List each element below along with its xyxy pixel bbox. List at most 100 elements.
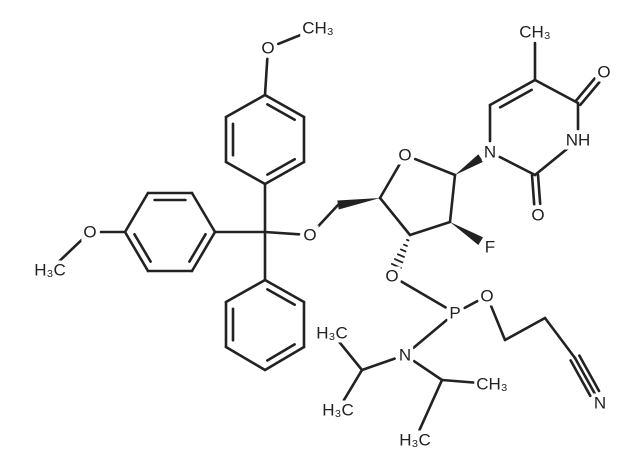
double-bond-inner [266,157,297,176]
atom-label: H₃C [316,324,347,343]
triple-bond [573,356,596,395]
bond [263,160,306,186]
double-bond-inner [265,343,296,362]
bond [488,78,537,107]
wedge-bond [455,154,484,175]
label-background [397,430,433,450]
atom-label: O [597,63,610,82]
label-background [482,237,498,257]
triple-bond [569,359,592,398]
bond [190,230,217,273]
bond [263,230,301,236]
atom-labels: O CH₃ O H₃C O O N NH O O CH₃ F O P O N H₃C H₃C CH₃ H₃C N [32,18,613,450]
hashed-bond [403,243,408,247]
bond [498,155,537,177]
double-bond [536,173,542,206]
bond [224,278,267,304]
double-bond-inner [133,232,152,263]
bond [337,340,364,372]
bond [413,157,457,177]
label-background [563,130,593,150]
atom-label: N [484,143,496,162]
label-background [396,145,414,165]
atom-label: O [83,223,96,242]
bond [408,220,452,237]
hashed-bond [396,253,405,258]
label-background [320,400,356,420]
label-background [595,62,613,82]
bond [224,93,267,119]
label-background [447,303,463,323]
bond [412,318,448,350]
bond [412,359,444,382]
bond [263,278,306,304]
bond [123,191,150,234]
bond [360,357,396,372]
label-background [529,205,547,225]
bond [503,316,547,342]
bond [263,345,306,372]
bond [448,173,457,224]
bond [489,304,507,342]
atom-label: N [399,346,411,365]
atom-label: H₃C [322,401,353,420]
double-bond [530,173,536,206]
label-background [383,266,401,286]
label-background [259,38,277,58]
atom-label: CH₃ [302,19,333,38]
label-background [478,286,496,306]
double-bond-inner [266,288,297,307]
wedge-bond [450,222,484,245]
bond [400,280,447,309]
bond [418,378,444,432]
bond [533,145,571,177]
atom-label: N [594,394,606,413]
atom-label: NH [566,131,591,150]
atom-label: CH₃ [519,23,550,42]
hashed-bond [400,248,407,253]
atom-label: P [449,304,460,323]
label-background [481,142,499,162]
atom-label: O [531,206,544,225]
atom-label: H₃C [399,431,430,450]
double-bond [574,77,596,103]
label-background [517,22,553,42]
atom-label: O [385,267,398,286]
bond [543,316,577,360]
atom-label: O [261,39,274,58]
bonds [56,30,601,432]
double-bond-inner [498,88,533,109]
double-bond [578,81,601,107]
atom-label: H₃C [34,261,65,280]
atom-label: O [480,287,493,306]
hashed-bond [406,238,410,242]
bond [123,230,150,273]
bond [316,203,340,229]
bond [224,160,267,186]
label-background [81,222,99,242]
bond [378,196,412,237]
bond [224,345,267,372]
label-background [396,345,414,365]
label-background [32,260,68,280]
triple-bond [578,354,601,393]
hashed-bond [393,258,404,264]
label-background [474,374,510,394]
bond [533,78,580,105]
double-bond-inner [266,103,297,122]
atom-label: CH₃ [476,375,507,394]
double-bond-inner [188,232,207,263]
bond [463,299,479,310]
label-background [300,18,336,38]
label-background [314,323,350,343]
bond [263,93,306,119]
bond [56,238,84,264]
atom-label: O [303,226,316,245]
label-background [591,393,609,413]
atom-label: F [485,238,495,257]
bond [342,368,364,402]
bond [263,57,269,97]
label-background [301,225,319,245]
bond [378,163,401,200]
